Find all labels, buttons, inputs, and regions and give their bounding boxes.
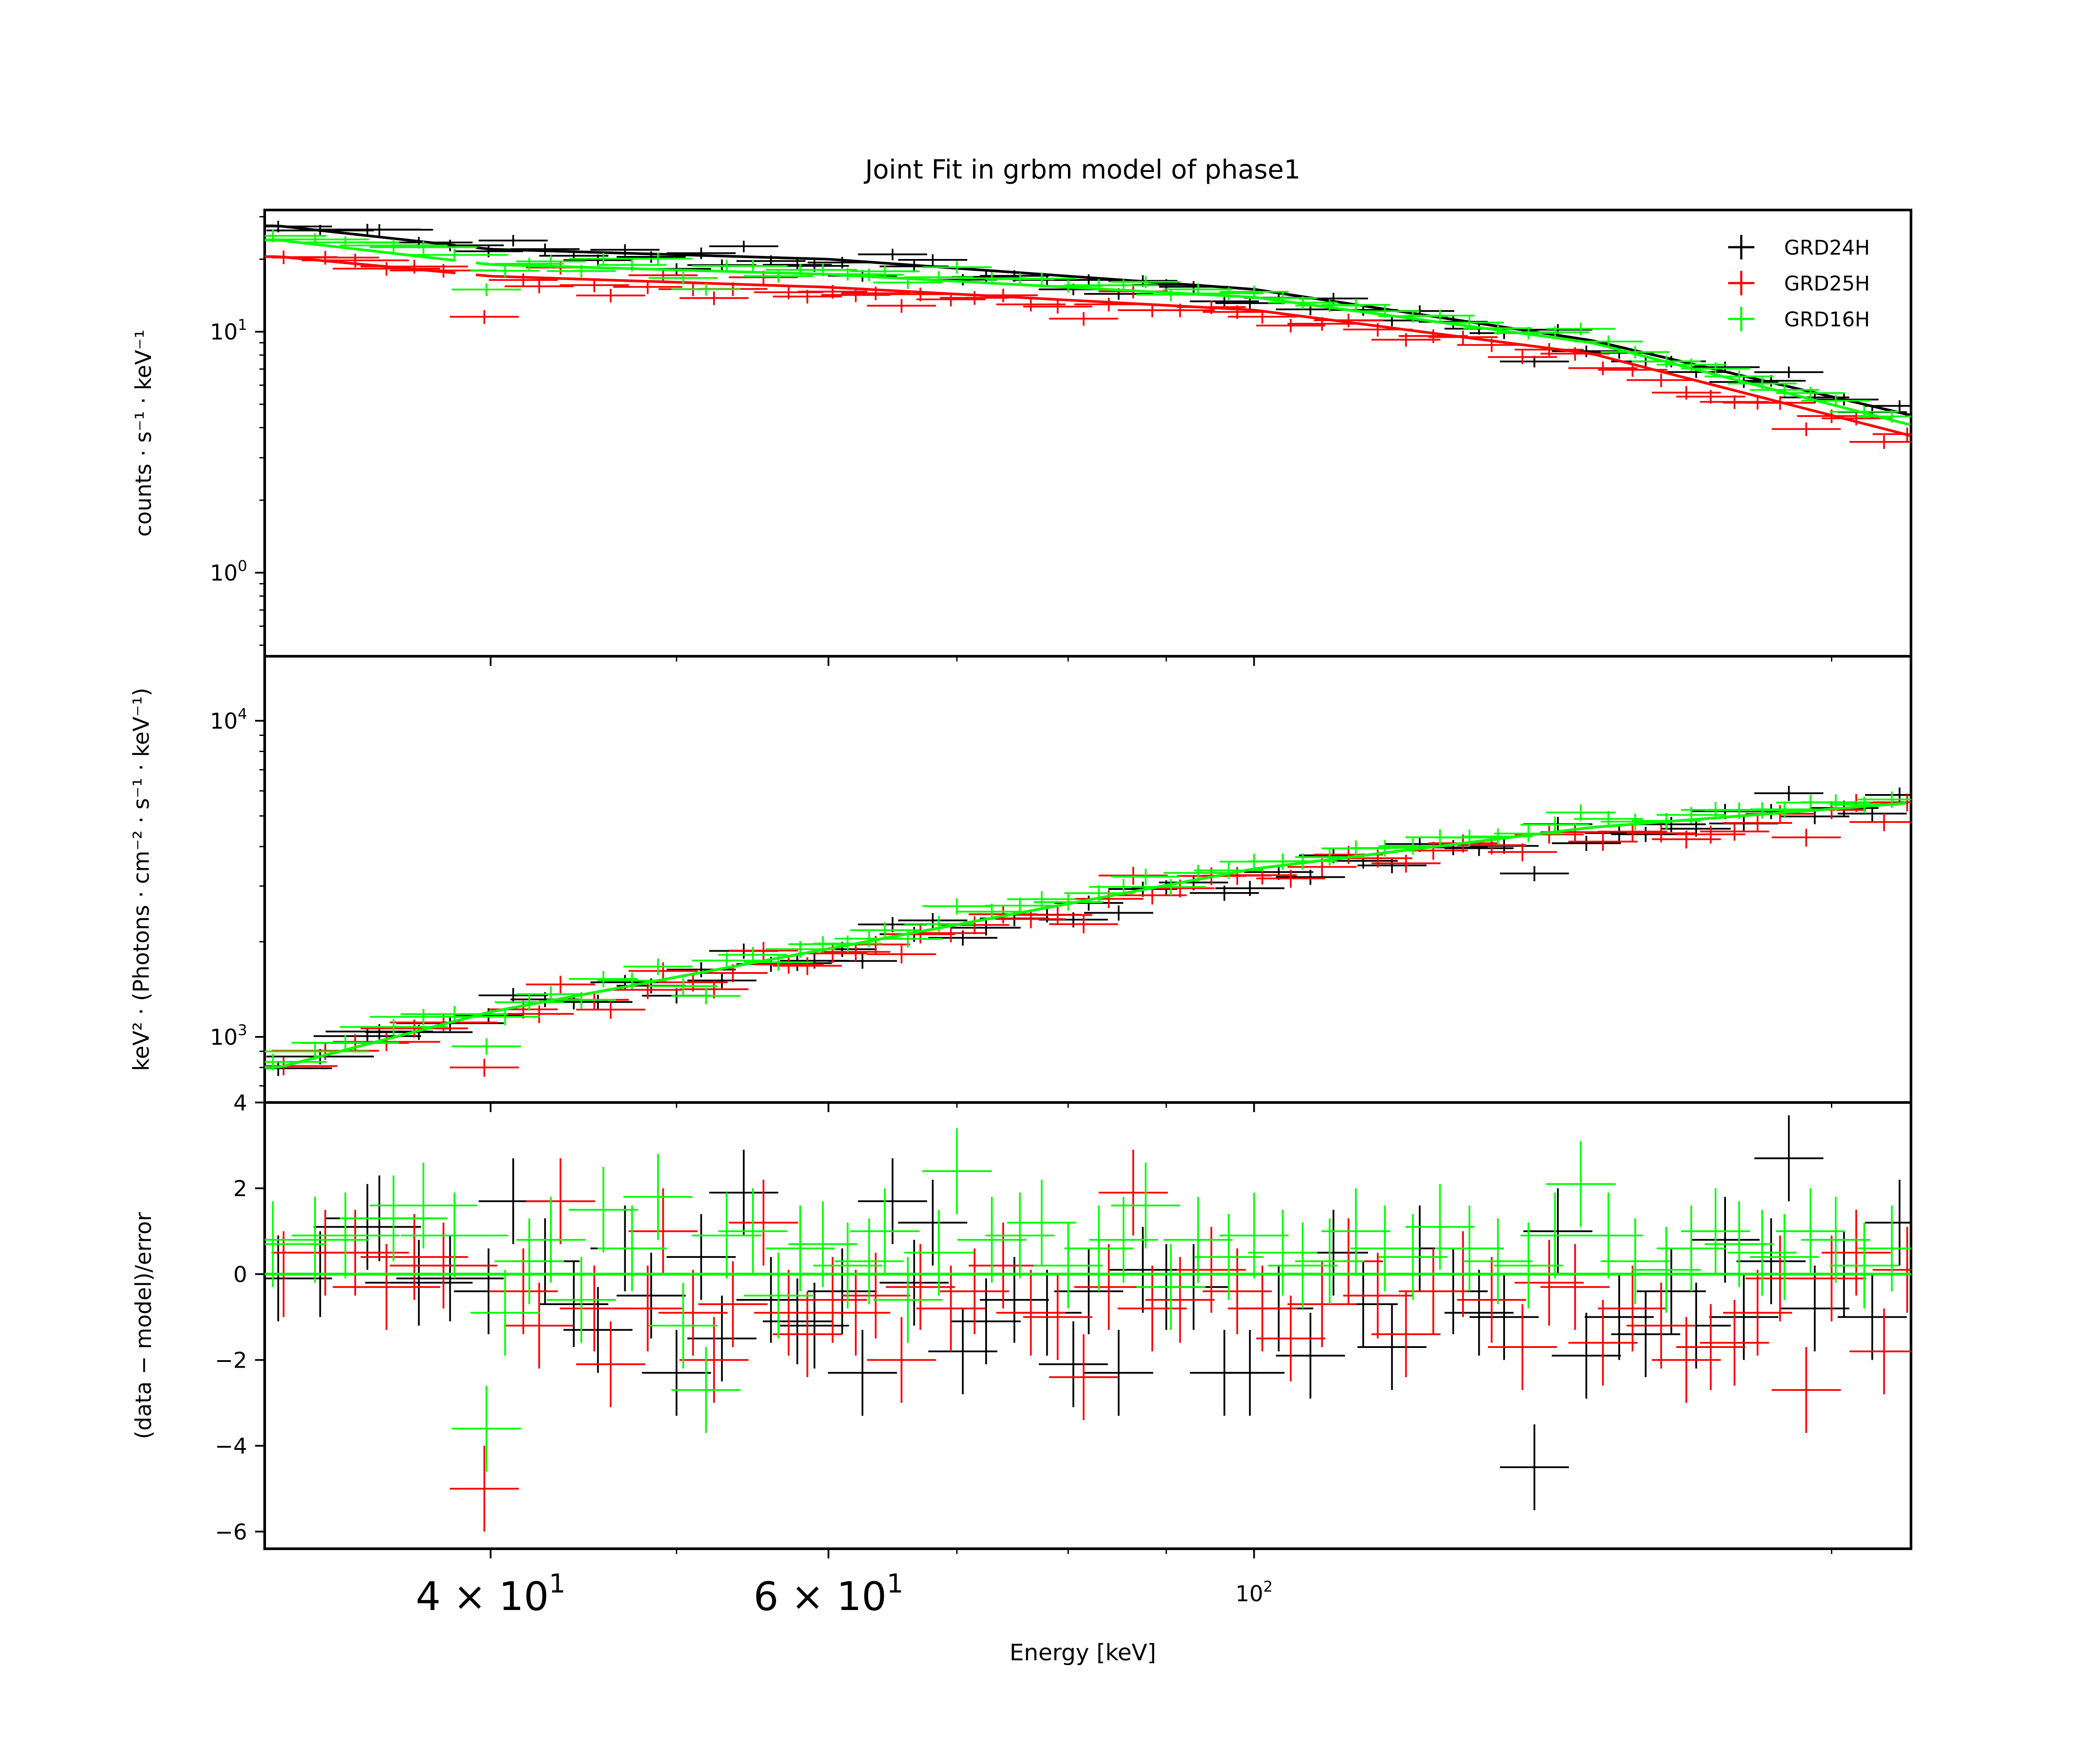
y-tick-label-residuals: 2 <box>233 1176 247 1201</box>
y-tick-label-residuals: −6 <box>215 1519 247 1545</box>
y-tick-label-residuals: 4 <box>233 1090 247 1116</box>
y-axis-label-residuals: (data − model)/error <box>131 1212 156 1439</box>
x-tick-label: 4 × 101 <box>416 1568 566 1620</box>
y-tick-label-unfolded: 103 <box>210 1022 247 1050</box>
legend-entry-GRD16H: GRD16H <box>1728 307 1870 331</box>
legend-entry-GRD24H: GRD24H <box>1728 235 1870 259</box>
y-tick-label-unfolded: 104 <box>210 705 247 734</box>
y-axis-label-unfolded: keV² · (Photons · cm⁻² · s⁻¹ · keV⁻¹) <box>129 688 154 1071</box>
x-axis-label: Energy [keV] <box>1010 1640 1156 1666</box>
x-tick-label: 6 × 101 <box>753 1568 903 1620</box>
legend-label: GRD25H <box>1784 272 1870 295</box>
y-tick-label-residuals: −4 <box>215 1434 247 1459</box>
legend: GRD24H GRD25H GRD16H <box>1728 235 1870 331</box>
residual-series-GRD16H <box>265 1128 1911 1472</box>
x-tick-label: 102 <box>1236 1578 1273 1606</box>
panel-frame <box>263 1101 1912 1550</box>
counts-series-GRD16H <box>265 230 1911 426</box>
y-tick-label-counts: 100 <box>210 557 247 586</box>
y-tick-label-counts: 101 <box>210 316 247 345</box>
y-tick-label-residuals: −2 <box>215 1348 247 1373</box>
panel-residuals: (data − model)/error 4 2 0 −2 −4 −6 <box>131 1090 1912 1558</box>
y-axis-label-counts: counts · s⁻¹ · keV⁻¹ <box>131 329 156 537</box>
unfolded-series-GRD16H <box>265 791 1911 1071</box>
panels: counts · s⁻¹ · keV⁻¹ 100 101 keV² · (Photon… <box>129 209 1912 1620</box>
legend-entry-GRD25H: GRD25H <box>1728 271 1870 295</box>
y-tick-label-residuals: 0 <box>233 1262 247 1287</box>
chart-title: Joint Fit in grbm model of phase1 <box>863 154 1300 185</box>
legend-label: GRD16H <box>1784 308 1870 331</box>
panel-unfolded: keV² · (Photons · cm⁻² · s⁻¹ · keV⁻¹) 103… <box>129 655 1912 1112</box>
legend-label: GRD24H <box>1784 236 1870 259</box>
